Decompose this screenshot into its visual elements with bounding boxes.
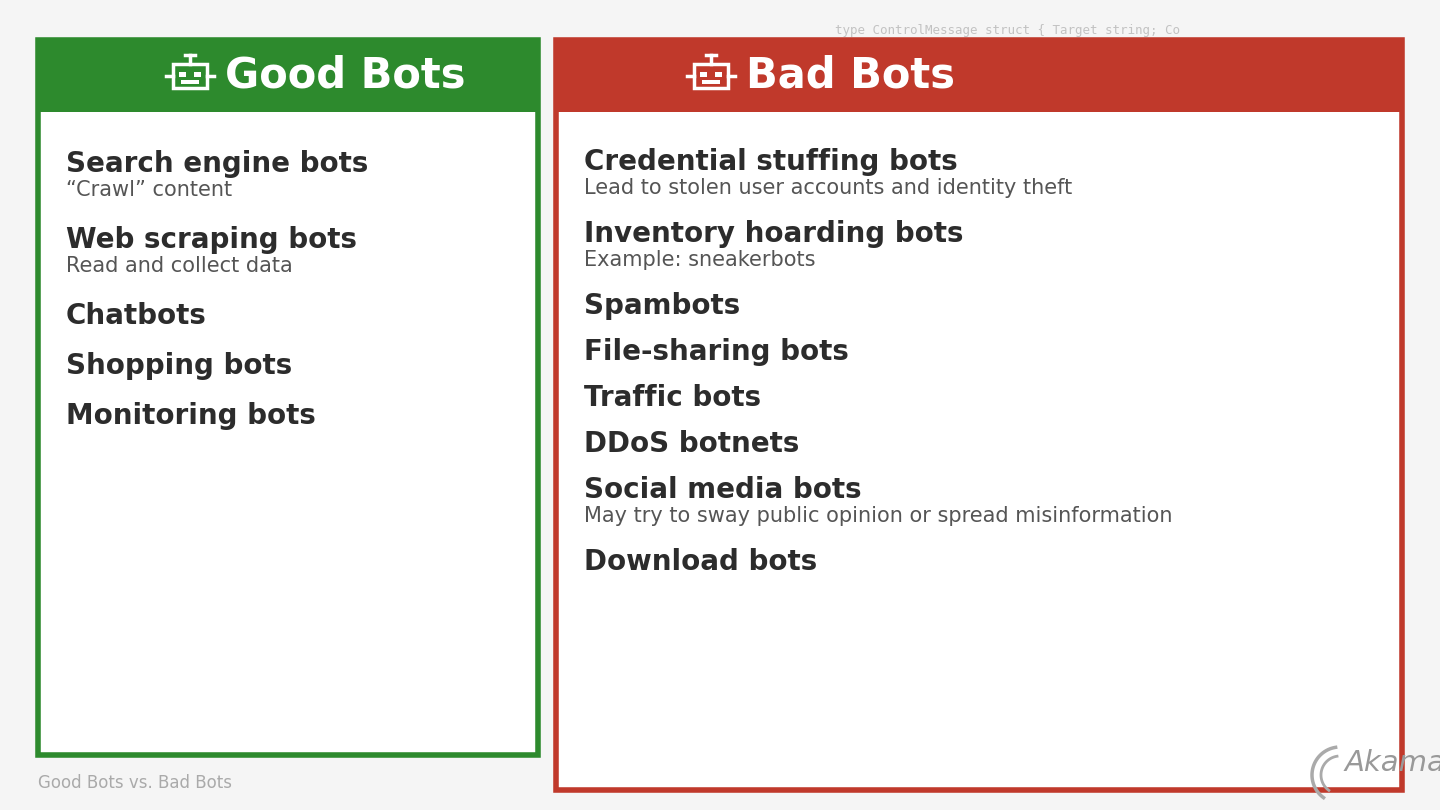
Text: Spambots: Spambots [585,292,740,320]
Text: Good Bots vs. Bad Bots: Good Bots vs. Bad Bots [37,774,232,792]
Text: Search engine bots: Search engine bots [66,150,369,178]
Text: Monitoring bots: Monitoring bots [66,402,315,430]
Text: :1337", nil)); } ba: :1337", nil)); } ba [1008,364,1151,377]
Text: Akamai: Akamai [1345,749,1440,777]
Bar [194,72,202,77]
Text: make(chan chan bool);: make(chan chan bool); [1037,73,1194,86]
Text: Example: sneakerbots: Example: sneakerbots [585,250,815,270]
Text: File-sharing bots: File-sharing bots [585,338,848,366]
Text: Shopping bots: Shopping bots [66,352,292,380]
Text: chan bool}; worker.t: chan bool}; worker.t [1080,462,1230,475]
Text: Traffic bots: Traffic bots [585,384,762,412]
Bar [173,64,207,88]
Text: Read and collect data: Read and collect data [66,256,292,276]
Text: case: case [1325,122,1355,134]
Text: Lead to stolen user accounts and identity theft: Lead to stolen user accounts and identit… [585,178,1073,198]
Text: Web scraping bots: Web scraping bots [66,226,357,254]
Text: Good Bots: Good Bots [225,55,465,97]
Text: printf: printf [979,656,1024,669]
Text: { reqCha: { reqCha [1253,267,1313,280]
Bar [694,64,729,88]
Text: May try to sway public opinion or spread misinformation: May try to sway public opinion or spread… [585,506,1172,526]
Text: } { hostToke: } { hostToke [922,608,1011,620]
Text: func adm: func adm [1008,559,1068,572]
Text: 'active' case msg :=  s: 'active' case msg := s [893,510,1066,523]
Bar [37,40,539,755]
Bar [716,72,721,77]
Bar [37,40,539,112]
Text: "count int64: }; func ha: "count int64: }; func ha [893,413,1073,426]
Text: Credential stuffing bots: Credential stuffing bots [585,148,958,176]
Bar [179,72,186,77]
Bar [700,72,707,77]
Text: use for: use for [922,705,973,718]
Text: Download bots: Download bots [585,548,818,576]
Text: “Crawl” content: “Crawl” content [66,180,232,200]
Text: Bad Bots: Bad Bots [746,55,955,97]
Bar [703,80,720,84]
Text: control message issued for Ta: control message issued for Ta [922,219,1139,232]
Bar [556,40,1403,790]
Text: Inventory hoarding bots: Inventory hoarding bots [585,220,963,248]
Text: type ControlMessage struct { Target string; Co: type ControlMessage struct { Target stri… [835,24,1181,37]
Bar [556,40,1403,112]
Text: http.Request) { hostTo: http.Request) { hostTo [835,97,1001,110]
Text: Social media bots: Social media bots [585,476,861,504]
Text: err := nil { fmt.Fprintf(w,: err := nil { fmt.Fprintf(w, [907,170,1110,183]
Text: DDoS botnets: DDoS botnets [585,430,799,458]
Text: Chatbots: Chatbots [66,302,207,330]
Text: fmt.Fprint(w, "ACTIVE: fmt.Fprint(w, "ACTIVE [893,316,1050,329]
Bar [181,80,199,84]
